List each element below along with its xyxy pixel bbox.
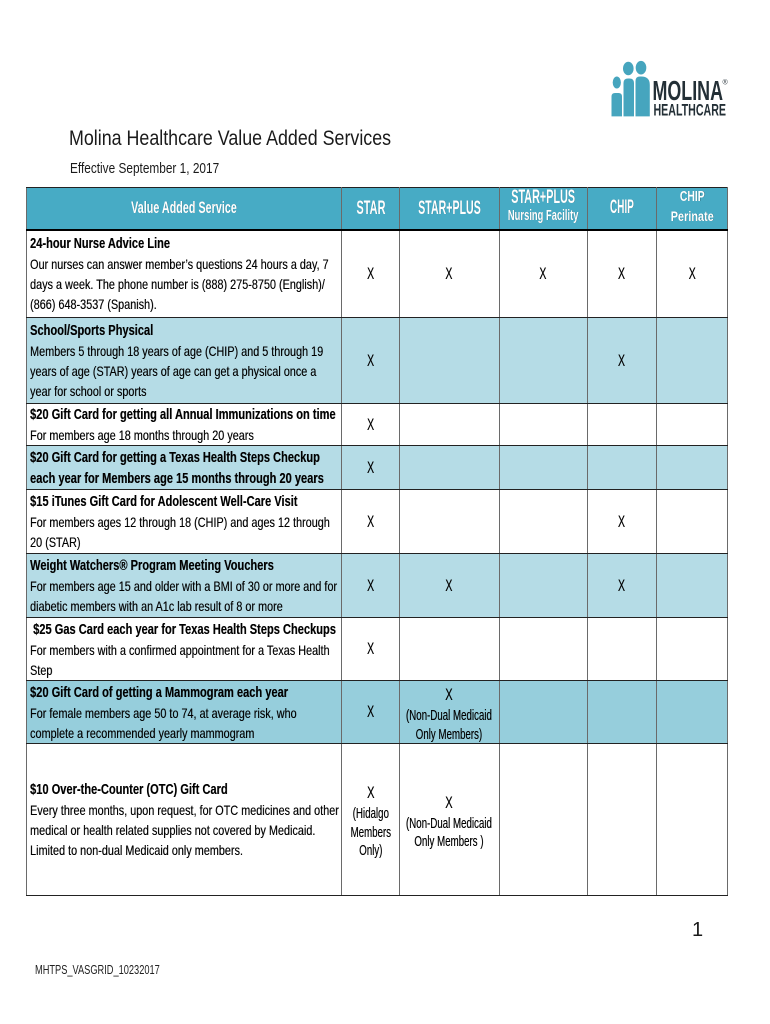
svg-text:MOLINA: MOLINA (653, 75, 724, 106)
svg-text:HEALTHCARE: HEALTHCARE (654, 102, 727, 120)
svg-text:®: ® (723, 79, 729, 87)
